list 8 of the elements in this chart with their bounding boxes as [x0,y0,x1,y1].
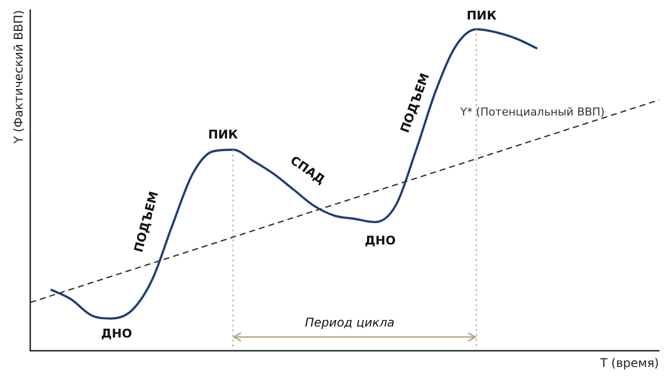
annotation: ПИК [208,127,238,142]
annotation: ДНО [364,233,396,248]
x-axis-title: T (время) [599,356,659,370]
annotation: ДНО [101,326,132,341]
y-axis-title: Y (Фактический ВВП) [11,10,26,144]
annotation: Период цикла [305,315,395,330]
series-label: Y* (Потенциальный ВВП) [459,105,605,118]
text: ПИК [466,8,497,23]
